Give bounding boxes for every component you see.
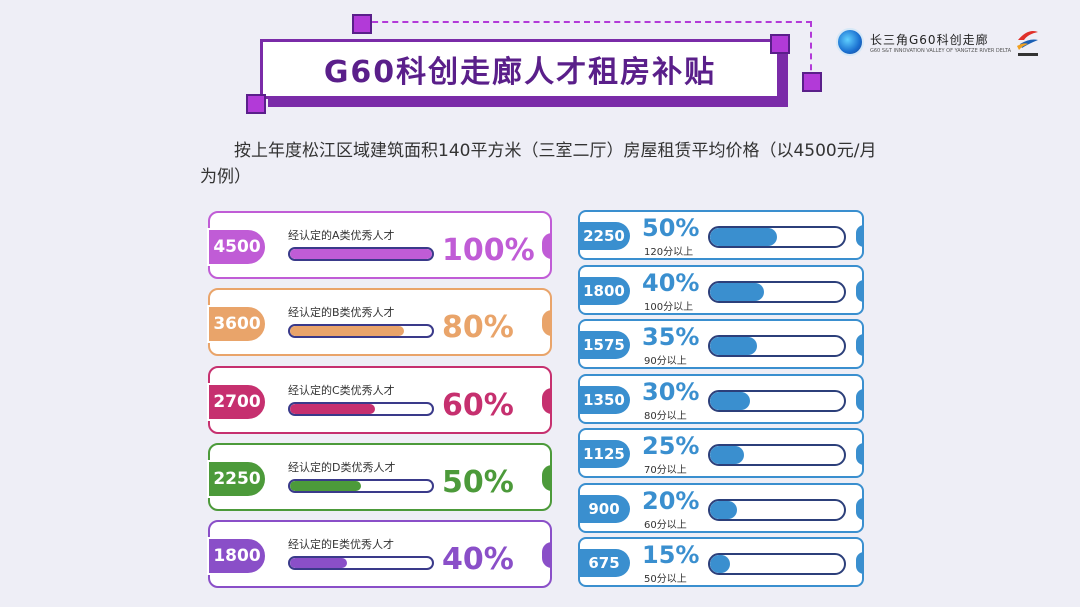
deco-square <box>802 72 822 92</box>
card-notch <box>856 552 864 574</box>
subsidy-percent: 40% <box>642 268 700 297</box>
talent-card: 1800 经认定的E类优秀人才 40% <box>207 520 552 588</box>
subsidy-progress-bar <box>288 402 434 416</box>
subsidy-percent: 35% <box>642 323 700 351</box>
talent-category-label: 经认定的D类优秀人才 <box>288 461 396 474</box>
talent-category-label: 经认定的A类优秀人才 <box>288 229 395 242</box>
progress-fill <box>710 446 744 464</box>
progress-fill <box>290 404 376 414</box>
card-notch <box>542 465 552 491</box>
deco-square <box>770 34 790 54</box>
progress-fill <box>710 391 751 410</box>
subsidy-progress-bar <box>288 247 434 261</box>
talent-card: 3600 经认定的B类优秀人才 80% <box>207 288 552 356</box>
g60-logo: 长三角G60科创走廊 G60 S&T INNOVATION VALLEY OF … <box>836 28 1011 56</box>
subsidy-percent: 25% <box>642 432 700 460</box>
card-notch <box>856 225 864 247</box>
subsidy-percent: 100% <box>442 233 535 268</box>
amount-tab: 1350 <box>578 385 630 414</box>
subsidy-progress-bar <box>708 226 846 248</box>
score-threshold: 50分以上 <box>644 574 687 585</box>
talent-card: 2250 经认定的D类优秀人才 50% <box>207 443 552 511</box>
card-notch <box>856 334 864 356</box>
subsidy-percent: 60% <box>442 388 514 423</box>
amount-tab: 2250 <box>207 460 267 498</box>
subsidy-progress-bar <box>708 444 846 466</box>
title-box: G60科创走廊人才租房补贴 <box>260 39 780 99</box>
score-card: 1350 30% 80分以上 <box>578 373 864 424</box>
page-title: G60科创走廊人才租房补贴 <box>323 55 717 90</box>
g60-globe-icon <box>836 28 864 56</box>
card-notch <box>542 388 552 414</box>
card-notch <box>856 388 864 411</box>
amount-tab: 2250 <box>578 222 630 250</box>
subsidy-percent: 15% <box>642 541 700 569</box>
subsidy-progress-bar <box>288 556 434 570</box>
amount-tab: 1800 <box>207 537 267 575</box>
subsidy-percent: 30% <box>642 377 700 406</box>
score-card: 900 20% 60分以上 <box>578 482 864 533</box>
card-notch <box>542 233 552 259</box>
amount-tab: 900 <box>578 494 630 523</box>
talent-category-label: 经认定的B类优秀人才 <box>288 306 395 319</box>
subsidy-percent: 40% <box>442 542 514 577</box>
card-notch <box>542 542 552 568</box>
subsidy-percent: 80% <box>442 310 514 345</box>
amount-tab: 1575 <box>578 331 630 359</box>
score-threshold: 120分以上 <box>644 247 694 258</box>
score-threshold: 100分以上 <box>644 301 694 313</box>
subsidy-progress-bar <box>708 280 846 303</box>
amount-tab: 1125 <box>578 440 630 468</box>
progress-fill <box>710 337 757 355</box>
talent-card: 4500 经认定的A类优秀人才 100% <box>207 211 552 279</box>
songjiang-emblem-icon <box>1017 31 1038 56</box>
score-threshold: 90分以上 <box>644 356 687 367</box>
score-card: 1575 35% 90分以上 <box>578 319 864 369</box>
subsidy-progress-bar <box>288 479 434 493</box>
card-notch <box>856 279 864 302</box>
amount-tab: 3600 <box>207 305 267 343</box>
logo-name: 长三角G60科创走廊 <box>870 32 989 47</box>
progress-fill <box>710 555 731 573</box>
progress-fill <box>290 249 432 259</box>
score-card: 1125 25% 70分以上 <box>578 428 864 478</box>
subsidy-percent: 50% <box>442 465 514 500</box>
progress-fill <box>290 326 404 336</box>
subsidy-progress-bar <box>708 335 846 357</box>
subsidy-progress-bar <box>288 324 434 338</box>
progress-fill <box>710 500 737 519</box>
talent-card: 2700 经认定的C类优秀人才 60% <box>207 366 552 434</box>
score-card: 1800 40% 100分以上 <box>578 264 864 315</box>
score-threshold: 60分以上 <box>644 519 687 531</box>
progress-fill <box>710 228 777 246</box>
card-notch <box>542 310 552 336</box>
subsidy-progress-bar <box>708 553 846 575</box>
subsidy-progress-bar <box>708 389 846 412</box>
talent-category-label: 经认定的E类优秀人才 <box>288 538 394 551</box>
progress-fill <box>290 558 347 568</box>
card-notch <box>856 497 864 520</box>
score-threshold: 70分以上 <box>644 465 687 476</box>
subsidy-percent: 50% <box>642 214 700 242</box>
card-notch <box>856 443 864 465</box>
progress-fill <box>710 282 764 301</box>
title-dashed-decoration <box>362 21 812 81</box>
logo-subtitle: G60 S&T INNOVATION VALLEY OF YANGTZE RIV… <box>870 47 1012 54</box>
amount-tab: 4500 <box>207 228 267 266</box>
amount-tab: 1800 <box>578 276 630 305</box>
intro-text: 按上年度松江区域建筑面积140平方米（三室二厅）房屋租赁平均价格（以4500元/… <box>200 141 877 187</box>
deco-square <box>352 14 372 34</box>
deco-square <box>246 94 266 114</box>
talent-category-label: 经认定的C类优秀人才 <box>288 384 395 397</box>
subsidy-percent: 20% <box>642 486 700 515</box>
amount-tab: 2700 <box>207 383 267 421</box>
progress-fill <box>290 481 361 491</box>
score-card: 675 15% 50分以上 <box>578 537 864 587</box>
score-card: 2250 50% 120分以上 <box>578 210 864 260</box>
subsidy-progress-bar <box>708 498 846 521</box>
score-threshold: 80分以上 <box>644 410 687 422</box>
amount-tab: 675 <box>578 549 630 577</box>
